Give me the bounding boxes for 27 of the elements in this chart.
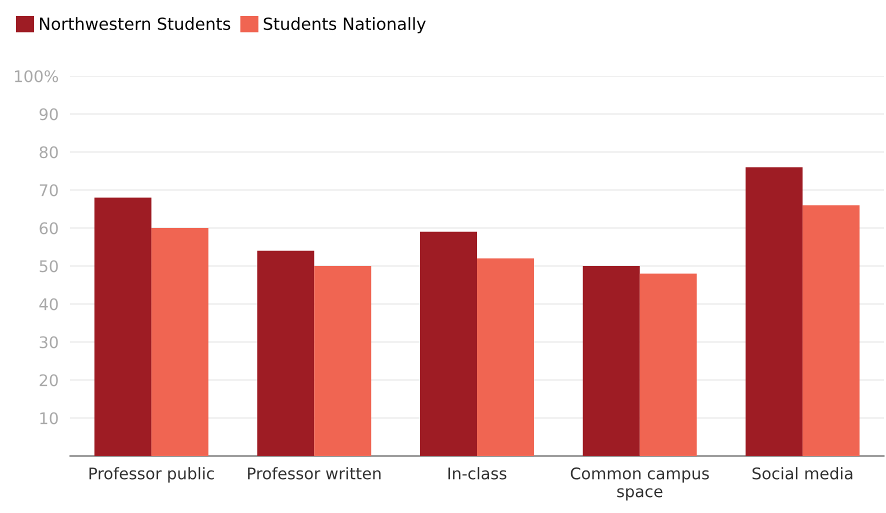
bar xyxy=(582,266,640,456)
y-tick-label: 60 xyxy=(40,222,58,234)
bar xyxy=(314,266,372,456)
x-tick-label: In-class xyxy=(448,467,506,480)
legend-label: Students Nationally xyxy=(264,17,426,34)
y-tick-label: 80 xyxy=(40,146,58,158)
y-tick-label: 20 xyxy=(40,374,58,386)
x-tick-label: Professor public xyxy=(90,467,214,483)
y-tick-label: 30 xyxy=(40,336,58,348)
bar xyxy=(640,274,697,456)
bar xyxy=(746,167,803,456)
bar xyxy=(151,228,208,456)
bar xyxy=(257,250,314,456)
bar xyxy=(420,232,477,456)
y-tick-label: 10 xyxy=(40,412,58,424)
bar xyxy=(802,205,860,456)
x-tick-label: Professor written xyxy=(248,467,381,480)
y-tick-label: 40 xyxy=(39,298,58,310)
legend-label: Northwestern Students xyxy=(40,17,230,30)
y-tick-label: 50 xyxy=(40,260,58,272)
y-tick-label: 90 xyxy=(40,108,58,120)
x-tick-label: Common campus space xyxy=(570,467,709,500)
bar xyxy=(94,198,152,456)
x-tick-label: Social media xyxy=(752,467,852,480)
y-tick-label: 70 xyxy=(40,184,58,196)
bar xyxy=(477,258,534,456)
y-tick-label: 100% xyxy=(14,70,58,82)
